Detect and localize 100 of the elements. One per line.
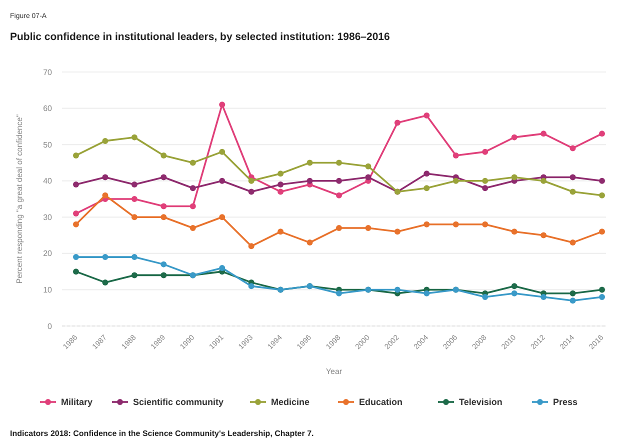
point (160, 214, 167, 220)
point (570, 174, 576, 180)
y-tick-label: 20 (43, 249, 53, 258)
point (452, 178, 459, 184)
point (336, 160, 342, 166)
point (73, 268, 79, 275)
point (424, 170, 430, 177)
point (540, 232, 547, 238)
point (102, 279, 108, 286)
point (73, 210, 79, 217)
point (73, 254, 79, 260)
point (248, 283, 254, 290)
legend-label: Television (459, 397, 502, 408)
point (482, 221, 488, 228)
point (131, 272, 138, 278)
point (511, 283, 518, 290)
point (190, 225, 196, 232)
point (511, 174, 518, 180)
point (219, 102, 226, 108)
point (160, 174, 167, 180)
point (570, 188, 576, 195)
point (131, 181, 138, 188)
point (365, 163, 372, 170)
point (511, 228, 518, 235)
point (278, 170, 284, 177)
point (336, 178, 342, 184)
point (190, 185, 196, 192)
text: Indicators 2018: Confidence in the Science Community's Leadership, Chapter 7. (10, 429, 314, 438)
point (160, 261, 167, 268)
point (102, 174, 108, 180)
point (190, 203, 196, 210)
point (424, 112, 430, 119)
point (482, 185, 488, 192)
point (482, 178, 488, 184)
point (219, 214, 226, 220)
point (511, 290, 518, 296)
point (482, 294, 488, 300)
point (278, 181, 284, 188)
point (131, 214, 138, 220)
chart-title: Public confidence in institutional leaders, by selected institution: 1986–2016 (10, 31, 390, 43)
point (131, 254, 138, 260)
point (599, 178, 605, 184)
legend-label: Scientific community (133, 397, 224, 408)
point (160, 203, 167, 210)
legend-label: Education (359, 397, 403, 408)
point (219, 178, 226, 184)
y-axis-title: Percent responding "a great deal of confidence" (15, 114, 24, 284)
point (306, 240, 313, 246)
point (570, 298, 576, 304)
point (248, 188, 254, 195)
legend-label: Military (61, 397, 93, 408)
y-tick-label: 70 (43, 68, 53, 77)
y-tick-label: 50 (43, 140, 53, 150)
point (190, 160, 196, 166)
y-tick-label: 10 (43, 286, 53, 295)
point (365, 174, 372, 180)
point (248, 178, 254, 184)
point (102, 192, 108, 198)
point (424, 221, 430, 228)
y-tick-label: 40 (43, 176, 53, 186)
point (306, 160, 313, 166)
point (394, 120, 400, 126)
point (336, 290, 342, 296)
point (599, 294, 605, 300)
point (394, 228, 400, 235)
point (599, 130, 605, 137)
point (73, 181, 79, 188)
point (336, 225, 342, 232)
point (511, 134, 518, 140)
point (102, 254, 108, 260)
point (540, 178, 547, 184)
legend-label: Medicine (271, 397, 310, 408)
y-tick-label: 60 (43, 104, 53, 114)
x-axis-title: Year (326, 367, 342, 376)
point (73, 152, 79, 158)
point (599, 192, 605, 198)
point (540, 130, 547, 137)
y-tick-label: 0 (48, 322, 53, 331)
point (599, 228, 605, 235)
point (102, 138, 108, 144)
point (424, 185, 430, 192)
point (452, 221, 459, 228)
point (248, 243, 254, 250)
point (219, 264, 226, 271)
point (131, 196, 138, 202)
point (570, 145, 576, 152)
point (219, 148, 226, 155)
point (365, 225, 372, 232)
point (73, 221, 79, 228)
point (452, 152, 459, 158)
point (278, 188, 284, 195)
legend-label: Press (553, 397, 578, 408)
point (599, 286, 605, 293)
point (394, 286, 400, 293)
point (278, 228, 284, 235)
point (160, 152, 167, 158)
point (482, 148, 488, 155)
point (424, 290, 430, 296)
point (540, 294, 547, 300)
point (570, 240, 576, 246)
